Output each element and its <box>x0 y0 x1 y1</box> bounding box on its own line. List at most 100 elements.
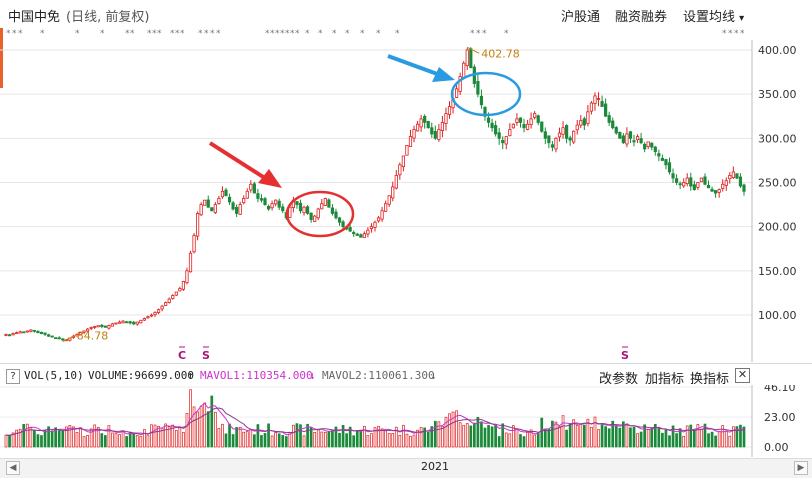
volume-bar <box>57 430 61 448</box>
high-annotation-leader <box>467 46 480 54</box>
candle-body <box>210 207 214 212</box>
candle-body <box>384 203 388 212</box>
candle-body <box>710 188 714 192</box>
candle-body <box>689 177 693 187</box>
scroll-left-icon[interactable]: ◀ <box>6 461 20 475</box>
left-edge-accent <box>0 28 3 88</box>
volume-bar <box>512 425 515 448</box>
volume-bar <box>281 435 285 448</box>
mavol2-line <box>5 407 745 436</box>
volume-bar <box>391 433 395 448</box>
year-label: 2021 <box>421 460 449 473</box>
volume-bar <box>742 426 746 448</box>
volume-bar <box>299 424 302 448</box>
volume-bar <box>441 425 444 448</box>
candle-body <box>295 201 299 205</box>
y-tick-label: 400.00 <box>758 44 797 57</box>
event-glyph: * <box>285 29 290 39</box>
set-ma-button[interactable]: 设置均线 ▾ <box>683 6 744 25</box>
volume-bar <box>455 410 458 448</box>
candle-body <box>703 176 707 185</box>
hk-connect-button[interactable]: 沪股通 <box>561 10 601 25</box>
candle-body <box>302 206 306 214</box>
volume-bar <box>593 416 597 448</box>
candle-body <box>75 334 79 337</box>
candle-body <box>423 115 427 123</box>
volume-bar <box>501 423 505 448</box>
change-params-button[interactable]: 改参数 <box>599 372 639 387</box>
volume-bar <box>96 427 100 448</box>
volume-bar <box>224 433 228 448</box>
volume-bar <box>380 428 384 448</box>
volume-bar <box>586 418 590 448</box>
event-glyph: * <box>332 29 337 39</box>
margin-trading-button[interactable]: 融资融券 <box>615 10 668 25</box>
candle-body <box>643 143 647 150</box>
volume-bar <box>167 426 171 448</box>
candle-body <box>178 288 182 292</box>
close-icon[interactable]: ✕ <box>735 368 750 383</box>
candle-body <box>181 281 186 290</box>
candle-body <box>320 203 324 210</box>
candle-body <box>46 334 51 337</box>
candle-body <box>671 173 675 179</box>
volume-bar <box>625 423 629 448</box>
candle-body <box>7 334 12 337</box>
candle-body <box>437 129 441 140</box>
volume-bar <box>235 427 238 448</box>
volume-bar <box>735 426 739 448</box>
candle-body <box>387 195 391 205</box>
candle-body <box>57 337 61 340</box>
price-chart: 400.00 350.00 300.00 250.00 200.00 150.00 100.… <box>0 40 797 362</box>
candle-body <box>96 325 100 328</box>
candle-body <box>274 199 278 205</box>
event-glyph: * <box>728 29 733 39</box>
event-marker-row: * * * * * * * * * * * * * * * * * * * * * * * * * * * * * * * * * * * * * * * * <box>0 28 760 40</box>
candle-body <box>298 202 303 212</box>
candle-body <box>550 144 555 148</box>
volume-bar <box>508 433 512 448</box>
red-arrow-head <box>258 169 282 188</box>
help-button[interactable]: ? <box>6 369 20 384</box>
candle-body <box>252 183 256 194</box>
event-marker: S <box>621 349 629 362</box>
candle-body <box>699 177 704 183</box>
volume-bar <box>653 424 657 448</box>
low-annotation-leader <box>62 335 75 342</box>
candle-body <box>401 155 405 168</box>
switch-indicator-button[interactable]: 换指标 <box>690 372 730 387</box>
candle-body <box>160 305 164 310</box>
volume-bar <box>412 434 416 448</box>
volume-bar <box>86 435 89 448</box>
volume-bar <box>721 425 725 448</box>
candle-body <box>568 137 572 141</box>
panel-divider <box>0 363 812 364</box>
candle-body <box>554 137 558 150</box>
event-glyph: * <box>270 29 275 39</box>
candle-body <box>696 182 700 188</box>
volume-bar <box>643 424 647 448</box>
volume-bar <box>678 428 682 448</box>
volume-bar <box>217 428 221 448</box>
volume-bar <box>561 415 565 448</box>
candle-body <box>43 332 47 335</box>
volume-bar <box>476 416 480 448</box>
candle-body <box>348 227 352 232</box>
event-glyph: * <box>345 29 350 39</box>
candle-body <box>32 329 36 332</box>
event-glyph: * <box>147 29 152 39</box>
event-glyph: * <box>180 29 185 39</box>
candle-body <box>462 62 466 78</box>
candle-body <box>447 106 452 115</box>
volume-arrow-icon: ↑ <box>187 369 194 382</box>
add-indicator-button[interactable]: 加指标 <box>645 372 685 387</box>
candle-body <box>174 291 178 296</box>
volume-bar <box>515 429 519 448</box>
candle-body <box>39 331 44 334</box>
volume-bar <box>114 433 118 448</box>
time-scrollbar[interactable] <box>0 458 812 478</box>
event-glyph: * <box>376 29 381 39</box>
candle-body <box>557 132 562 138</box>
volume-bar <box>61 430 65 448</box>
scroll-right-icon[interactable]: ▶ <box>794 461 808 475</box>
